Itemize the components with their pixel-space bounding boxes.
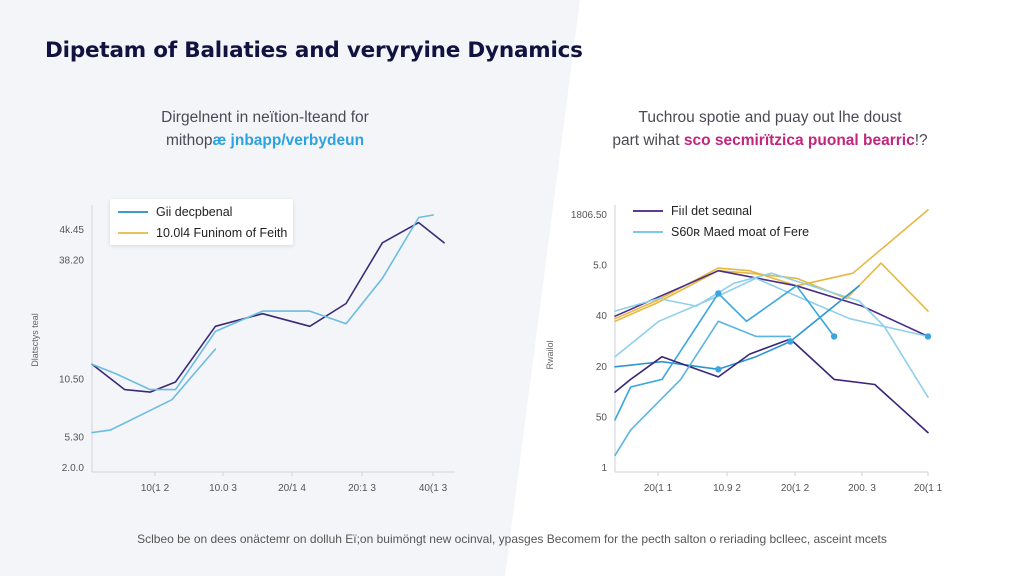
y-axis-label: Rwailol [545, 340, 555, 369]
left-legend-item-1: Gii decpbenal [110, 201, 293, 222]
right-legend-item-1: Fiıl det seαιnal [625, 200, 809, 221]
right-chart-legend: Fiıl det seαιnal S60ʀ Maed moat of Fere [625, 200, 809, 242]
left-legend-item-2: 10.0l4 Funinom of Feith [110, 222, 293, 243]
x-tick-label: 10.0 3 [209, 483, 237, 494]
series-line-sky-low [614, 320, 792, 457]
y-tick-label: 10.50 [59, 374, 84, 385]
left-subtitle-highlight: æ jnbapp/verbydeun [212, 132, 365, 149]
x-tick-label: 10(1 2 [141, 483, 170, 494]
right-legend-label-1: Fiıl det seαιnal [671, 203, 752, 218]
series-line-blue-2 [614, 284, 835, 421]
series-line-purple-low [614, 338, 929, 434]
y-tick-label: 5.0 [593, 261, 607, 272]
right-subtitle-line2: part wihat sco secmirïtzica puonal bearr… [590, 129, 950, 152]
y-tick-label: 20 [596, 362, 608, 373]
x-tick-label: 10.9 2 [713, 483, 741, 494]
right-line-chart: 1806.50 5.0 40 20 50 1 20(1 1 10.9 2 20(1 2 200. … [545, 205, 943, 494]
left-subtitle-line2: mithopæ jnbapp/verbydeun [100, 129, 430, 152]
right-subtitle-tail: !? [914, 132, 928, 149]
y-tick-label: 2.0.0 [62, 463, 85, 474]
y-tick-label: 50 [596, 412, 608, 423]
footer-caption: Sclbeo be on dees onäctemr on dolluh Eï;… [137, 532, 887, 546]
y-tick-label: 4k.45 [60, 225, 85, 236]
left-legend-swatch-1 [118, 210, 148, 213]
x-tick-label: 40(1 3 [419, 483, 448, 494]
y-tick-label: 1 [601, 463, 607, 474]
left-legend-label-2: 10.0l4 Funinom of Feith [156, 225, 288, 240]
left-line-chart: 4k.45 38.20 10.50 5.30 2.0.0 10(1 2 10.0 3 20/1… [30, 205, 455, 494]
left-legend-swatch-2 [118, 231, 148, 234]
y-tick-label: 5.30 [65, 433, 85, 444]
right-legend-item-2: S60ʀ Maed moat of Fere [625, 221, 809, 242]
x-tick-label: 20(1 2 [781, 483, 810, 494]
right-legend-swatch-1 [633, 209, 663, 212]
left-subtitle-plain: mithop [165, 132, 213, 149]
left-subtitle-line1: Dirgelnent in neïtion-lteand for [161, 109, 369, 126]
series-line-light-low [91, 348, 217, 434]
y-tick-label: 1806.50 [571, 210, 608, 221]
right-subtitle-highlight: sco secmirïtzica puonal bearric [683, 132, 915, 149]
x-tick-label: 20(1 1 [914, 483, 943, 494]
series-line-light [91, 214, 435, 391]
x-tick-label: 20(1 1 [644, 483, 673, 494]
left-chart-legend: Gii decpbenal 10.0l4 Funinom of Feith [110, 199, 293, 245]
data-point-marker [830, 333, 838, 340]
data-point-marker [787, 338, 794, 345]
y-tick-label: 38.20 [59, 256, 84, 267]
series-line-light-2 [614, 277, 929, 358]
right-chart-subtitle: Tuchrou spotie and puay out lhe doust pa… [590, 106, 950, 152]
y-tick-label: 40 [596, 311, 608, 322]
right-legend-swatch-2 [633, 230, 663, 233]
left-chart-subtitle: Dirgelnent in neïtion-lteand for mithopæ… [100, 106, 430, 152]
x-tick-label: 20:1 3 [348, 483, 376, 494]
data-point-marker [715, 290, 722, 297]
x-tick-label: 200. 3 [848, 483, 876, 494]
right-subtitle-line1: Tuchrou spotie and puay out lhe doust [638, 109, 902, 126]
y-axis-label: Dlatsctys teal [30, 313, 40, 367]
series-line-dark [91, 221, 445, 393]
right-legend-label-2: S60ʀ Maed moat of Fere [671, 224, 810, 239]
series-line-gold-a [614, 209, 929, 320]
series-line-light-1 [614, 272, 929, 399]
page-title: Dipetam of Balıaties and veryryine Dynam… [45, 38, 583, 63]
left-legend-label-1: Gii decpbenal [156, 204, 233, 219]
right-subtitle-plain: part wihat [612, 132, 684, 149]
series-line-gold-b [614, 262, 929, 323]
data-point-marker [715, 366, 722, 373]
x-tick-label: 20/1 4 [278, 483, 306, 494]
data-point-marker [924, 333, 932, 340]
